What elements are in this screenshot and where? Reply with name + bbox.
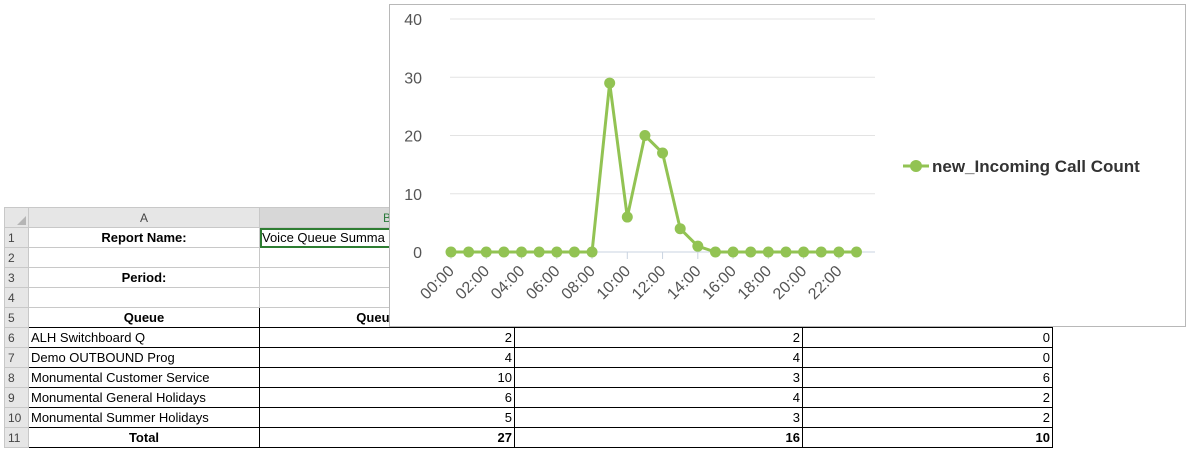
data-point (533, 246, 545, 258)
cell-d9[interactable]: 2 (802, 387, 1053, 408)
cell-d10[interactable]: 2 (802, 407, 1053, 428)
data-point (815, 246, 827, 258)
cell-a4[interactable] (28, 287, 260, 308)
data-point (798, 246, 810, 258)
legend-label: new_Incoming Call Count (932, 157, 1140, 176)
table-row: 7 Demo OUTBOUND Prog 4 4 0 (4, 347, 1053, 368)
legend-marker (910, 160, 922, 172)
data-point (709, 246, 721, 258)
cell-a7[interactable]: Demo OUTBOUND Prog (28, 347, 260, 368)
column-header-a[interactable]: A (28, 207, 260, 228)
x-tick-label: 10:00 (594, 263, 634, 303)
data-point (498, 246, 510, 258)
cell-b10[interactable]: 5 (259, 407, 515, 428)
row-number[interactable]: 3 (4, 267, 29, 288)
row-number[interactable]: 10 (4, 407, 29, 428)
row-number[interactable]: 9 (4, 387, 29, 408)
data-point (762, 246, 774, 258)
cell-a10[interactable]: Monumental Summer Holidays (28, 407, 260, 428)
data-point (480, 246, 492, 258)
y-tick-label: 30 (404, 70, 422, 87)
x-tick-label: 22:00 (805, 263, 845, 303)
row-number[interactable]: 5 (4, 307, 29, 328)
cell-d6[interactable]: 0 (802, 327, 1053, 348)
cell-c9[interactable]: 4 (514, 387, 803, 408)
y-tick-label: 20 (404, 129, 422, 146)
cell-b9[interactable]: 6 (259, 387, 515, 408)
row-number[interactable]: 4 (4, 287, 29, 308)
x-tick-label: 12:00 (629, 263, 669, 303)
data-point (833, 246, 845, 258)
x-tick-label: 00:00 (417, 263, 457, 303)
cell-b11[interactable]: 27 (259, 427, 515, 448)
cell-b8[interactable]: 10 (259, 367, 515, 388)
data-point (516, 246, 528, 258)
data-point (780, 246, 792, 258)
cell-d8[interactable]: 6 (802, 367, 1053, 388)
cell-d11[interactable]: 10 (802, 427, 1053, 448)
x-tick-label: 02:00 (453, 263, 493, 303)
table-row: 10 Monumental Summer Holidays 5 3 2 (4, 407, 1053, 428)
row-number[interactable]: 11 (4, 427, 29, 448)
x-tick-label: 20:00 (770, 263, 810, 303)
cell-d7[interactable]: 0 (802, 347, 1053, 368)
x-tick-label: 16:00 (700, 263, 740, 303)
cell-a8[interactable]: Monumental Customer Service (28, 367, 260, 388)
select-all-corner[interactable] (4, 207, 29, 228)
y-tick-label: 40 (404, 12, 422, 29)
cell-c11[interactable]: 16 (514, 427, 803, 448)
data-point (657, 147, 669, 159)
row-number[interactable]: 1 (4, 227, 29, 248)
cell-a9[interactable]: Monumental General Holidays (28, 387, 260, 408)
cell-a11[interactable]: Total (28, 427, 260, 448)
cell-a6[interactable]: ALH Switchboard Q (28, 327, 260, 348)
data-point (727, 246, 739, 258)
row-number[interactable]: 7 (4, 347, 29, 368)
cell-b6[interactable]: 2 (259, 327, 515, 348)
cell-a2[interactable] (28, 247, 260, 268)
y-tick-label: 10 (404, 187, 422, 204)
y-tick-label: 0 (413, 245, 422, 262)
cell-c10[interactable]: 3 (514, 407, 803, 428)
cell-c6[interactable]: 2 (514, 327, 803, 348)
row-number[interactable]: 2 (4, 247, 29, 268)
data-point (586, 246, 598, 258)
table-row: 9 Monumental General Holidays 6 4 2 (4, 387, 1053, 408)
data-point (639, 130, 651, 141)
data-point (568, 246, 580, 258)
cell-c7[interactable]: 4 (514, 347, 803, 368)
total-row: 11 Total 27 16 10 (4, 427, 1053, 448)
data-point (551, 246, 563, 258)
chart-panel[interactable]: 0 10 20 30 40 00:00 02:00 04:00 06:00 08:00 10:00 1… (389, 4, 1186, 327)
x-tick-label: 06:00 (523, 263, 563, 303)
cell-a3[interactable]: Period: (28, 267, 260, 288)
data-point (674, 223, 686, 235)
series-line (451, 81, 857, 254)
row-number[interactable]: 8 (4, 367, 29, 388)
cell-a1[interactable]: Report Name: (28, 227, 260, 248)
cell-a5[interactable]: Queue (28, 307, 260, 328)
data-point (745, 246, 757, 258)
data-point (621, 211, 633, 223)
row-number[interactable]: 6 (4, 327, 29, 348)
data-point (463, 246, 475, 258)
x-tick-label: 14:00 (664, 263, 704, 303)
line-chart: 01020304000:0002:0004:0006:0008:0010:001… (404, 12, 1140, 303)
data-point (445, 246, 457, 258)
data-point (850, 246, 862, 258)
data-point (692, 240, 704, 252)
data-point (604, 77, 616, 89)
cell-c8[interactable]: 3 (514, 367, 803, 388)
table-row: 6 ALH Switchboard Q 2 2 0 (4, 327, 1053, 348)
x-tick-label: 18:00 (735, 263, 775, 303)
table-row: 8 Monumental Customer Service 10 3 6 (4, 367, 1053, 388)
x-tick-label: 08:00 (559, 263, 599, 303)
x-tick-label: 04:00 (488, 263, 528, 303)
cell-b7[interactable]: 4 (259, 347, 515, 368)
